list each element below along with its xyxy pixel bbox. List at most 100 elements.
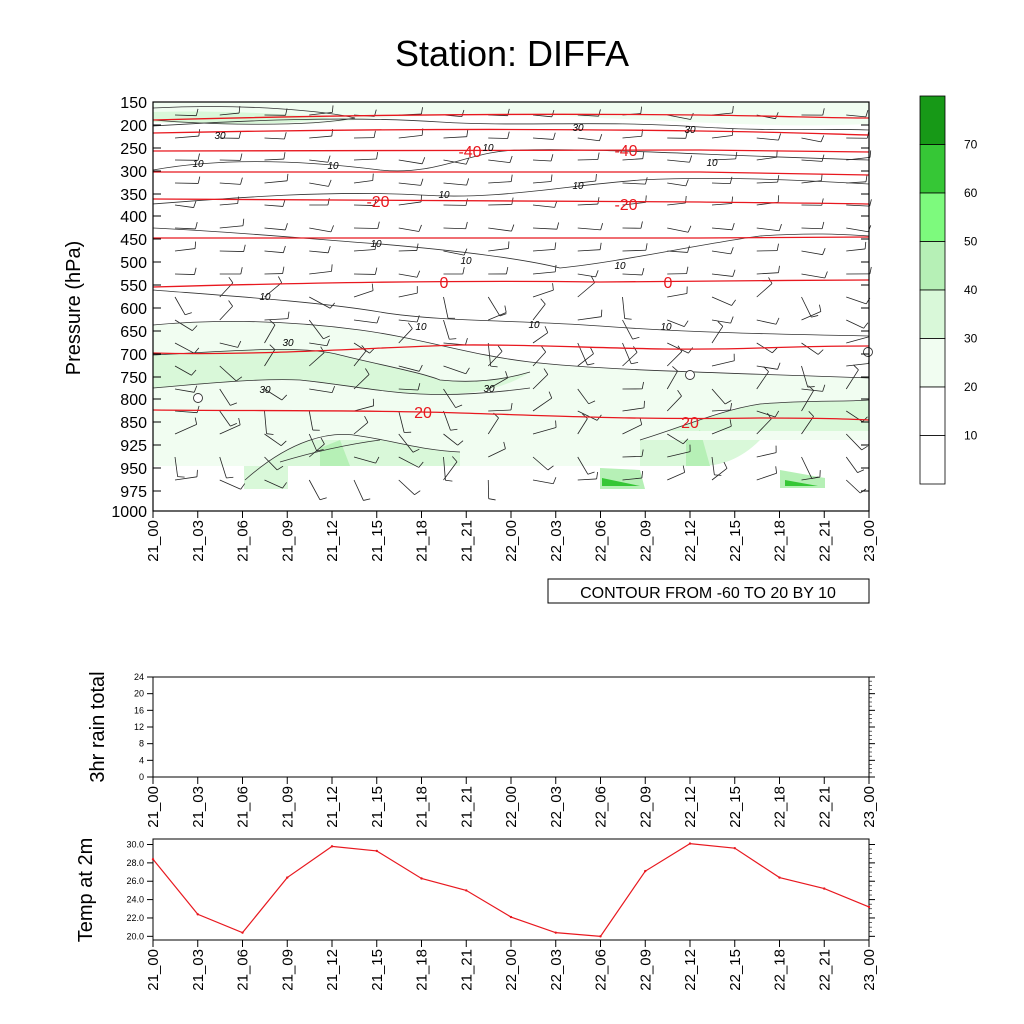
wind-barb-flag	[543, 368, 549, 375]
rh-label: 10	[528, 320, 540, 331]
wind-barb	[711, 360, 735, 367]
wind-barb-flag	[462, 267, 465, 275]
time-tick-label: 21_18	[414, 949, 431, 991]
wind-barb	[532, 271, 556, 275]
wind-barb-flag	[418, 224, 422, 232]
wind-barb	[711, 425, 732, 435]
wind-barb-flag	[421, 157, 426, 164]
wind-barb	[622, 424, 642, 435]
wind-barb	[353, 422, 369, 435]
wind-barb	[622, 319, 633, 340]
wind-barb-flag	[853, 364, 859, 371]
time-tick-label: 22_00	[503, 520, 520, 562]
wind-barb-flag	[540, 298, 546, 305]
pressure-tick-label: 550	[120, 278, 147, 295]
wind-barb	[219, 225, 244, 229]
wind-barb	[443, 365, 466, 375]
wind-barb	[846, 336, 870, 344]
wind-barb-flag	[821, 154, 825, 162]
rh-label: 10	[415, 322, 427, 333]
wind-barb	[488, 409, 511, 412]
wind-barb-flag	[326, 339, 330, 346]
wind-barb	[756, 418, 772, 435]
wind-barb	[711, 227, 733, 231]
wind-barb	[577, 418, 588, 435]
wind-barb	[353, 319, 378, 324]
temp-axis-title: Temp at 2m	[75, 838, 97, 942]
pressure-tick-label: 200	[120, 118, 147, 135]
wind-barb-flag	[548, 391, 553, 399]
temp-point	[196, 913, 199, 916]
wind-barb	[488, 181, 512, 184]
wind-barb-flag	[865, 174, 868, 182]
wind-barb	[532, 181, 552, 184]
wind-barb	[308, 319, 324, 340]
wind-barb	[532, 227, 557, 230]
wind-barb-flag	[407, 322, 413, 329]
temp-point	[375, 849, 378, 853]
wind-barb-flag	[327, 155, 331, 163]
pressure-tick-label: 1000	[111, 504, 147, 521]
wind-barb	[577, 282, 596, 298]
wind-barb-flag	[374, 267, 378, 275]
wind-barb	[353, 479, 364, 501]
wind-barb-flag	[775, 466, 777, 474]
wind-barb	[622, 477, 642, 481]
rh-label: 10	[572, 181, 584, 192]
time-tick-label: 21_03	[190, 520, 207, 562]
wind-barb	[443, 461, 458, 481]
wind-barb-flag	[819, 304, 822, 312]
wind-barb-flag	[732, 269, 736, 277]
wind-barb-flag	[240, 177, 243, 185]
temp-point	[688, 842, 692, 845]
temp-point	[330, 845, 334, 848]
wind-barb-flag	[192, 325, 198, 331]
wind-barb-flag	[365, 368, 370, 375]
wind-barb-flag	[239, 153, 243, 161]
rh-label: 10	[482, 143, 494, 154]
temp-point	[509, 915, 513, 919]
wind-barb	[264, 227, 286, 231]
wind-barb	[219, 203, 238, 206]
wind-barb	[398, 227, 420, 232]
wind-barb	[711, 182, 731, 185]
wind-barb-flag	[686, 266, 689, 274]
temp-point	[420, 877, 423, 880]
wind-barb-flag	[285, 223, 288, 231]
wind-barb	[488, 248, 509, 252]
wind-barb-flag	[331, 385, 336, 393]
time-tick-label: 21_21	[458, 520, 475, 562]
wind-barb	[756, 365, 778, 370]
wind-barb-flag	[598, 109, 601, 117]
wind-barb-flag	[554, 200, 558, 208]
wind-barb-flag	[552, 283, 554, 291]
wind-barb-flag	[821, 198, 824, 206]
wind-barb	[308, 410, 314, 431]
wind-barb-flag	[544, 326, 549, 333]
wind-barb	[801, 476, 820, 481]
wind-barb-flag	[193, 200, 197, 208]
wind-barb	[264, 158, 284, 161]
time-tick-label: 23_00	[861, 949, 878, 991]
time-tick-label: 22_06	[593, 949, 610, 991]
rh-label: 10	[327, 161, 339, 172]
wind-barb	[846, 227, 869, 233]
time-tick-label: 21_18	[414, 520, 431, 562]
wind-barb-flag	[869, 199, 872, 207]
wind-barb-flag	[685, 131, 688, 139]
wind-barb	[711, 326, 724, 344]
wind-barb-flag	[822, 248, 826, 255]
wind-barb-flag	[466, 178, 470, 186]
wind-barb	[532, 427, 557, 435]
wind-barb-flag	[194, 267, 197, 275]
wind-barb-flag	[774, 410, 780, 418]
wind-barb	[219, 410, 231, 427]
wind-barb	[667, 159, 690, 163]
temp-label: 20	[414, 405, 432, 422]
wind-barb	[801, 456, 813, 479]
wind-barb	[577, 203, 598, 206]
rain-tick-label: 24	[134, 672, 144, 682]
colorbar-label: 50	[964, 235, 978, 249]
wind-barb	[443, 136, 467, 139]
